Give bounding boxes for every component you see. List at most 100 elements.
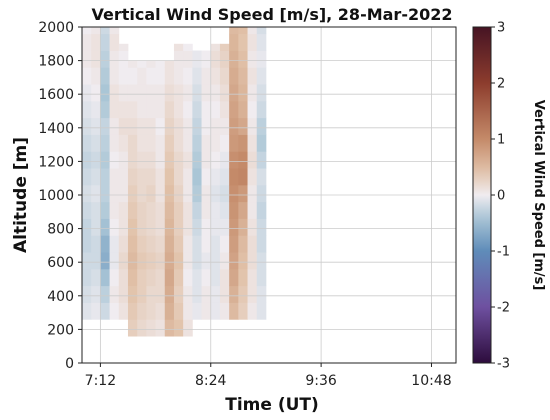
heatmap-cell [229, 252, 239, 270]
heatmap-cell [192, 302, 202, 320]
heatmap-cell [219, 168, 230, 186]
heatmap-cell [256, 100, 267, 119]
heatmap-cell [82, 302, 92, 320]
heatmap-cell [109, 285, 120, 303]
heatmap-cell [183, 235, 193, 253]
heatmap-cell [210, 50, 221, 68]
heatmap-cell [173, 252, 184, 270]
heatmap-cell [137, 84, 147, 102]
heatmap-cell [201, 218, 212, 236]
heatmap-cell [137, 285, 147, 303]
heatmap-cell [201, 67, 212, 85]
heatmap-cell [137, 319, 147, 337]
heatmap-cell [229, 27, 239, 35]
heatmap-cell [100, 100, 110, 119]
heatmap-cell [201, 252, 212, 270]
y-tick-label: 1200 [38, 154, 74, 170]
heatmap-cell [183, 201, 193, 219]
heatmap-cell [100, 218, 110, 236]
heatmap-cell [164, 67, 175, 85]
heatmap-cell [192, 235, 202, 253]
heatmap-cell [256, 252, 267, 270]
heatmap-cell [146, 168, 156, 186]
heatmap-cell [192, 134, 202, 152]
heatmap-cell [155, 218, 166, 236]
y-tick-label: 1600 [38, 87, 74, 103]
colorbar-tick-label: -3 [497, 357, 510, 372]
heatmap-cell [229, 134, 239, 152]
heatmap-cell [91, 67, 101, 85]
heatmap-cell [91, 33, 101, 51]
heatmap-cell [183, 43, 193, 51]
heatmap-cell [137, 184, 147, 203]
heatmap-cell [192, 50, 202, 68]
heatmap-cell [118, 117, 129, 135]
heatmap-cell [256, 218, 267, 236]
heatmap-cell [146, 285, 156, 303]
heatmap-cell [146, 134, 156, 152]
heatmap-cell [82, 268, 92, 287]
heatmap-cell [109, 27, 120, 35]
heatmap-cell [238, 302, 248, 320]
colorbar-label: Vertical Wind Speed [m/s] [531, 100, 546, 291]
heatmap-cell [137, 252, 147, 270]
heatmap-cell [146, 319, 156, 337]
heatmap-cell [118, 43, 129, 51]
heatmap-cell [219, 184, 230, 203]
heatmap-cell [247, 84, 258, 102]
heatmap-cell [238, 117, 248, 135]
heatmap-cell [219, 134, 230, 152]
heatmap-cell [229, 235, 239, 253]
heatmap-cell [155, 268, 166, 287]
heatmap-cell [183, 168, 193, 186]
heatmap-cell [109, 168, 120, 186]
heatmap-cell [137, 60, 147, 68]
heatmap-cell [229, 168, 239, 186]
heatmap-cell [210, 100, 221, 119]
heatmap-cell [127, 100, 138, 119]
heatmap-cell [164, 100, 175, 119]
heatmap-cell [100, 268, 110, 287]
heatmap-cell [127, 218, 138, 236]
heatmap-cell [201, 84, 212, 102]
heatmap-cell [118, 235, 129, 253]
heatmap-cell [173, 235, 184, 253]
heatmap-cell [118, 268, 129, 287]
y-tick-label: 2000 [38, 20, 74, 36]
heatmap-cell [183, 252, 193, 270]
heatmap-cell [91, 218, 101, 236]
heatmap-cell [210, 134, 221, 152]
heatmap-cell [146, 100, 156, 119]
heatmap-cell [100, 201, 110, 219]
heatmap-cell [183, 67, 193, 85]
heatmap-cell [229, 218, 239, 236]
heatmap-cell [91, 268, 101, 287]
heatmap-cell [118, 168, 129, 186]
heatmap-cell [82, 168, 92, 186]
heatmap-cell [247, 218, 258, 236]
heatmap-cell [137, 134, 147, 152]
y-axis-ticks: 0 200 400 600 800 1000 1200 1400 1600 1800 2000 [38, 20, 82, 372]
heatmap-cell [201, 285, 212, 303]
heatmap-cell [118, 285, 129, 303]
heatmap-cell [183, 218, 193, 236]
heatmap-cell [155, 67, 166, 85]
heatmap-cell [164, 84, 175, 102]
heatmap-cell [137, 218, 147, 236]
heatmap-cell [192, 67, 202, 85]
heatmap-cell [229, 100, 239, 119]
heatmap-cell [256, 302, 267, 320]
heatmap-cell [137, 100, 147, 119]
heatmap-cell [91, 100, 101, 119]
heatmap-cell [118, 218, 129, 236]
heatmap-cell [100, 50, 110, 68]
heatmap-cell [100, 33, 110, 51]
heatmap-cell [173, 100, 184, 119]
colorbar-tick-label: -2 [497, 301, 510, 316]
heatmap-cell [82, 67, 92, 85]
heatmap-cell [256, 50, 267, 68]
heatmap-cell [256, 33, 267, 51]
y-tick-label: 800 [47, 222, 74, 238]
heatmap-cell [229, 201, 239, 219]
heatmap-cell [146, 67, 156, 85]
